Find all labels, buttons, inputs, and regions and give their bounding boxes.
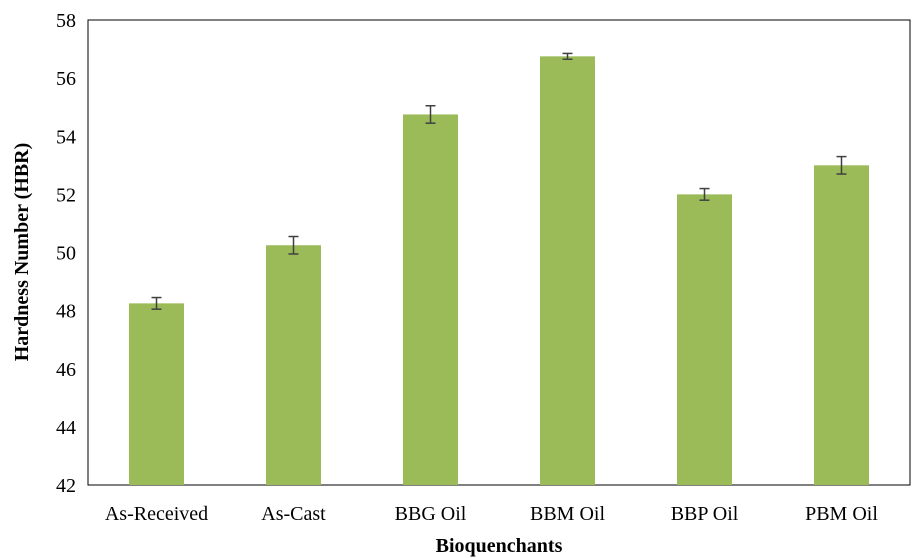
y-tick-label: 46 (56, 359, 76, 381)
error-bar-bbm-oil (562, 52, 573, 60)
y-tick-label: 56 (56, 68, 76, 90)
bar-bbg-oil (403, 114, 458, 485)
x-axis-ticks: As-Received As-Cast BBG Oil BBM Oil BBP Oil P… (105, 503, 878, 525)
y-tick-label: 50 (56, 243, 76, 265)
error-bar-as-received (151, 296, 162, 310)
y-tick-label: 52 (56, 184, 76, 206)
y-tick-label: 44 (56, 417, 76, 439)
bar-bbp-oil (677, 194, 732, 485)
x-tick-label: As-Received (105, 503, 208, 525)
error-bar-bbg-oil (425, 104, 436, 124)
y-tick-label: 42 (56, 475, 76, 497)
y-axis-ticks: 42 44 46 48 50 52 54 56 58 (56, 10, 76, 497)
bar-as-received (129, 303, 184, 485)
error-bar-as-cast (288, 235, 299, 255)
y-tick-label: 54 (56, 126, 76, 148)
y-tick-label: 48 (56, 301, 76, 323)
error-bars-group (151, 52, 847, 310)
error-bar-bbp-oil (699, 187, 710, 201)
bar-bbm-oil (540, 56, 595, 485)
bar-pbm-oil (814, 165, 869, 485)
y-tick-label: 58 (56, 10, 76, 32)
x-tick-label: PBM Oil (805, 503, 878, 525)
plot-area-frame (87, 19, 911, 486)
bar-as-cast (266, 245, 321, 485)
y-axis-title: Hardness Number (HBR) (11, 143, 33, 362)
error-bar-pbm-oil (836, 155, 847, 175)
x-tick-label: BBP Oil (671, 503, 739, 525)
x-tick-label: BBG Oil (395, 503, 467, 525)
x-tick-label: As-Cast (261, 503, 326, 525)
x-tick-label: BBM Oil (530, 503, 605, 525)
x-axis-title: Bioquenchants (436, 535, 563, 557)
bars-group (129, 56, 869, 485)
